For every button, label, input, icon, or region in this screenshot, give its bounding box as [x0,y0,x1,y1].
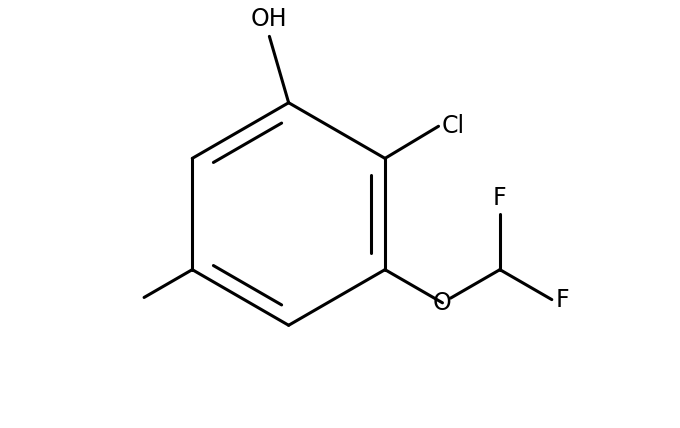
Text: O: O [433,291,452,315]
Text: Cl: Cl [442,114,465,138]
Text: OH: OH [251,7,288,31]
Text: F: F [556,288,570,312]
Text: F: F [493,186,507,210]
